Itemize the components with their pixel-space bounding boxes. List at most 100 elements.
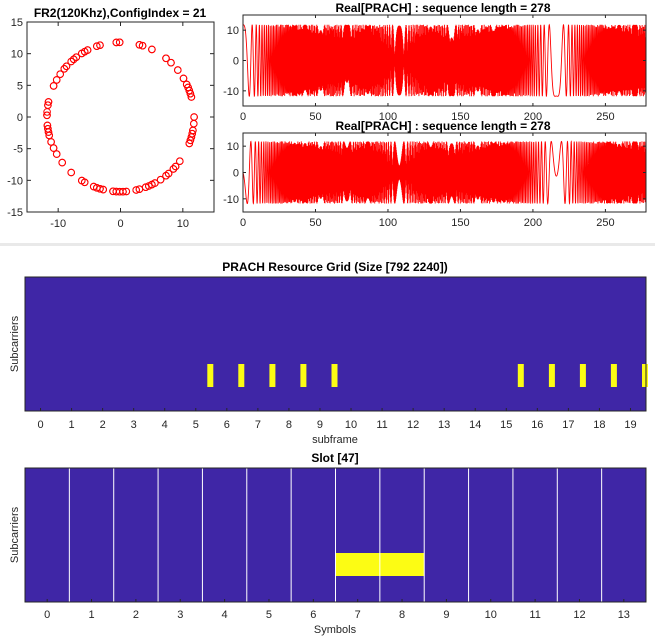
constellation-point [62, 62, 71, 71]
prach-occasion-block [642, 364, 648, 387]
x-tick-label: 5 [193, 419, 199, 431]
constellation-title: FR2(120Khz),ConfigIndex = 21 [34, 6, 207, 20]
constellation-point [164, 169, 173, 178]
real-prach-title-top: Real[PRACH] : sequence length = 278 [335, 1, 550, 15]
y-tick-label: 0 [233, 168, 239, 180]
constellation-point [167, 58, 175, 67]
prach-series-line [242, 140, 647, 205]
y-tick-label: -15 [7, 207, 23, 219]
x-tick-label: 15 [500, 419, 512, 431]
constellation-point [156, 175, 165, 184]
resource-grid-plot: PRACH Resource Grid (Size [792 2240]) 0 1… [9, 260, 648, 446]
x-tick-label: 3 [131, 419, 137, 431]
constellation-point [115, 187, 124, 196]
resource-grid-title: PRACH Resource Grid (Size [792 2240]) [222, 260, 447, 274]
constellation-point [171, 162, 180, 171]
constellation-plot: FR2(120Khz),ConfigIndex = 21 -10 0 10 15 10 5… [7, 6, 215, 230]
constellation-point [69, 55, 78, 64]
x-tick-label: 250 [596, 217, 614, 229]
constellation-point [115, 38, 124, 47]
y-tick-label: 10 [11, 49, 23, 61]
constellation-point [67, 168, 75, 177]
constellation-point [93, 184, 101, 192]
x-tick-label: 12 [573, 609, 585, 621]
slot-grid-title: Slot [47] [311, 451, 358, 465]
constellation-point [188, 129, 196, 138]
x-tick-label: 14 [469, 419, 481, 431]
x-tick-label: 1 [88, 609, 94, 621]
x-tick-label: 7 [355, 609, 361, 621]
figure-separator [0, 243, 655, 246]
resource-grid-background [25, 277, 646, 411]
x-tick-label: 10 [177, 218, 189, 230]
prach-occasion-block [238, 364, 245, 387]
real-prach-plot-bottom: Real[PRACH] : sequence length = 278 0 50 1… [223, 119, 647, 229]
slot-grid-axes-box [24, 467, 647, 603]
constellation-point [52, 76, 61, 84]
constellation-point [78, 49, 86, 58]
resource-grid-xlabel: subframe [312, 434, 358, 446]
y-tick-label: 0 [17, 112, 23, 124]
x-tick-label: 5 [266, 609, 272, 621]
x-tick-label: 17 [562, 419, 574, 431]
constellation-point [52, 150, 61, 158]
constellation-point [176, 157, 184, 165]
prach-occasion-block [331, 364, 338, 387]
constellation-point [49, 144, 58, 152]
x-tick-label: 0 [240, 217, 246, 229]
x-tick-label: 10 [345, 419, 357, 431]
prach-occasion-block [548, 364, 555, 387]
constellation-point [44, 101, 52, 109]
constellation-point [44, 98, 53, 106]
resource-grid-axes-box [24, 276, 647, 412]
y-tick-label: -10 [223, 86, 239, 98]
constellation-point [148, 45, 156, 54]
x-tick-label: 8 [286, 419, 292, 431]
x-tick-label: 13 [618, 609, 630, 621]
constellation-point [169, 165, 178, 173]
constellation-point [58, 158, 67, 167]
y-tick-label: 10 [227, 25, 239, 37]
x-tick-label: 150 [451, 217, 469, 229]
constellation-point [72, 53, 81, 62]
constellation-point [132, 186, 140, 194]
y-tick-label: 15 [11, 17, 23, 29]
y-tick-label: 10 [227, 141, 239, 153]
slot-grid-ylabel: Subcarriers [9, 506, 21, 563]
constellation-point [135, 41, 144, 49]
constellation-point [43, 111, 51, 120]
x-tick-label: 50 [309, 217, 321, 229]
constellation-point [80, 178, 89, 187]
constellation-point [67, 57, 75, 66]
constellation-point [162, 171, 170, 180]
y-tick-label: -10 [223, 194, 239, 206]
x-tick-label: 11 [529, 609, 540, 621]
constellation-point [47, 138, 55, 146]
x-tick-label: 0 [44, 609, 50, 621]
prach-occasion-block [300, 364, 307, 387]
constellation-point [162, 54, 170, 63]
x-tick-label: 200 [524, 217, 542, 229]
x-tick-label: 100 [379, 111, 397, 123]
y-tick-label: -10 [7, 175, 23, 187]
x-tick-label: 10 [485, 609, 497, 621]
x-tick-label: -10 [50, 218, 66, 230]
prach-occasion-block [579, 364, 586, 387]
prach-occasion-block [207, 364, 214, 387]
constellation-point [145, 182, 153, 190]
constellation-point [43, 121, 52, 130]
x-tick-label: 50 [309, 111, 321, 123]
x-tick-label: 1 [69, 419, 75, 431]
x-tick-label: 9 [317, 419, 323, 431]
x-tick-label: 8 [399, 609, 405, 621]
x-tick-label: 4 [162, 419, 168, 431]
constellation-point [96, 41, 104, 50]
x-tick-label: 0 [240, 111, 246, 123]
x-tick-label: 2 [133, 609, 139, 621]
real-prach-plot-top: Real[PRACH] : sequence length = 278 0 50 1… [223, 1, 647, 123]
x-tick-label: 3 [177, 609, 183, 621]
x-tick-label: 6 [224, 419, 230, 431]
prach-occasion-block [610, 364, 617, 387]
constellation-point [185, 86, 194, 95]
